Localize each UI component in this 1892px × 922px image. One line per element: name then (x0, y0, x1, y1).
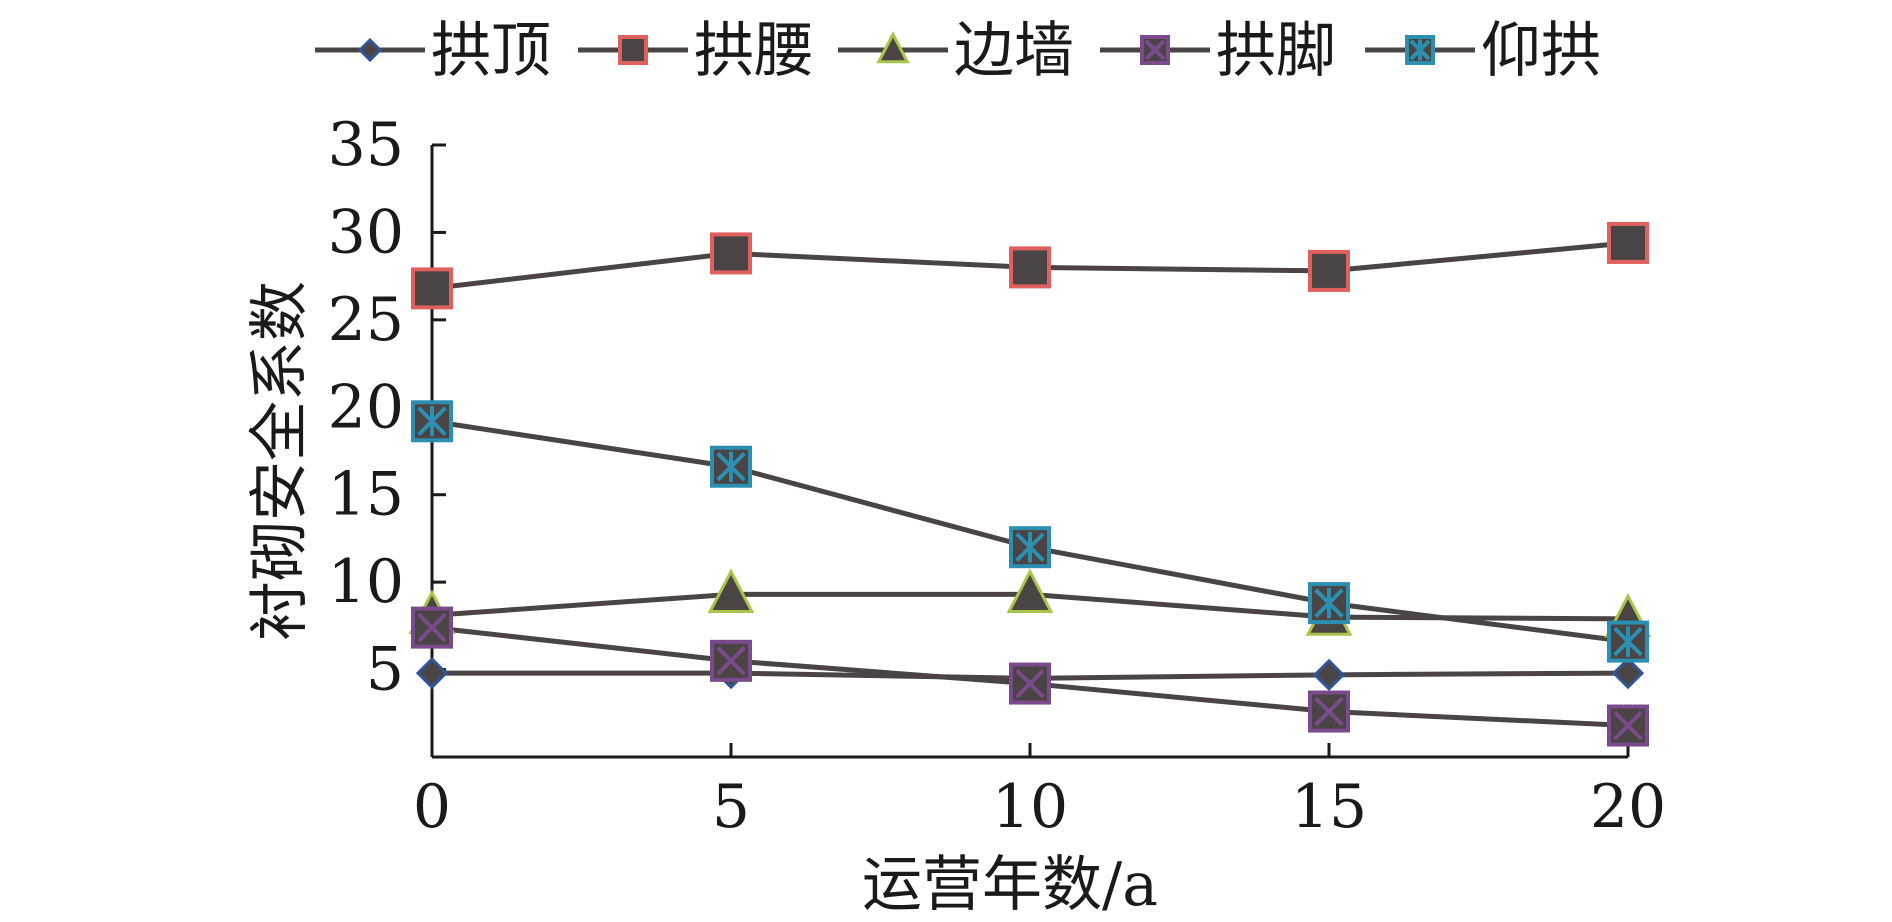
data-point (1312, 658, 1346, 691)
data-point (415, 656, 449, 690)
data-point (1607, 704, 1649, 747)
y-tick-label: 30 (328, 197, 404, 267)
data-point (1308, 249, 1350, 292)
data-point (710, 232, 752, 275)
data-point (1308, 690, 1350, 733)
y-tick-label: 10 (328, 547, 404, 617)
legend-label: 拱腰 (694, 16, 814, 86)
legend-label: 仰拱 (1481, 16, 1601, 86)
legend: 拱顶 拱腰 边墙 拱脚 仰拱 (315, 16, 1601, 86)
legend-marker (876, 31, 910, 64)
x-tick-label: 5 (712, 772, 750, 842)
data-point (707, 568, 755, 613)
data-point (1009, 526, 1051, 569)
legend-label: 边墙 (954, 16, 1074, 86)
legend-marker (1140, 35, 1170, 65)
y-tick-label: 25 (328, 285, 404, 355)
data-point (710, 445, 752, 488)
data-point (411, 267, 453, 310)
y-tick-label: 20 (328, 372, 404, 442)
legend-marker (357, 37, 383, 63)
legend-marker (1405, 35, 1435, 65)
series-lines (431, 240, 1629, 729)
legend-label: 拱顶 (431, 16, 551, 86)
x-tick-label: 15 (1291, 772, 1367, 842)
data-point (1607, 620, 1649, 663)
x-ticks: 0 5 10 15 20 (413, 743, 1666, 842)
data-point (411, 400, 453, 443)
y-axis-title: 衬砌安全系数 (245, 281, 315, 641)
data-point (1308, 582, 1350, 625)
data-point (1006, 568, 1054, 613)
series-markers (408, 221, 1652, 747)
data-point (411, 606, 453, 649)
y-tick-label: 5 (366, 635, 404, 705)
y-tick-label: 15 (328, 460, 404, 530)
legend-marker (618, 35, 648, 65)
data-point (1611, 656, 1645, 690)
data-point (1009, 246, 1051, 289)
x-tick-label: 0 (413, 772, 451, 842)
data-point (1009, 662, 1051, 705)
legend-label: 拱脚 (1216, 16, 1336, 86)
y-tick-label: 35 (328, 110, 404, 180)
x-tick-label: 10 (992, 772, 1068, 842)
x-axis-title: 运营年数/a (862, 850, 1158, 920)
x-tick-label: 20 (1590, 772, 1666, 842)
data-point (710, 639, 752, 682)
data-point (1607, 221, 1649, 264)
